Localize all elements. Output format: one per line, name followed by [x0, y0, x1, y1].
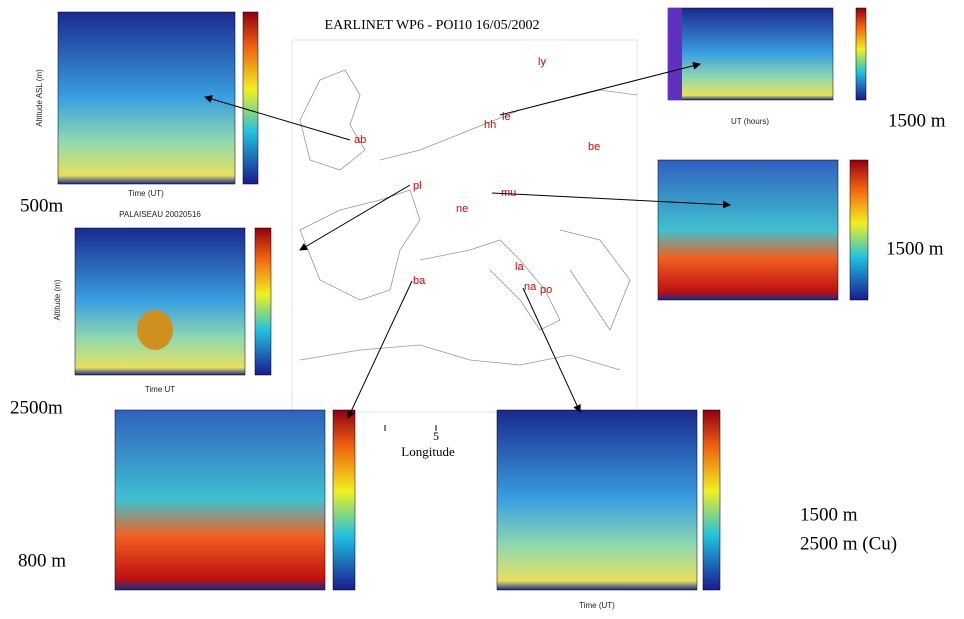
- station: be: [588, 141, 600, 153]
- station: ne: [456, 203, 468, 215]
- shape: [496, 409, 698, 591]
- altitude-label: 2500m: [10, 397, 63, 418]
- arrows: [204, 61, 731, 419]
- x-tick-label: 5: [433, 429, 439, 443]
- axis-label: Time UT: [145, 385, 175, 394]
- shape: [137, 310, 173, 350]
- arrow: [299, 184, 411, 251]
- map-title: EARLINET WP6 - POI10 16/05/2002: [325, 18, 540, 33]
- station: hh: [484, 119, 496, 131]
- shape: [299, 69, 366, 171]
- altitude-label: 1500 m: [886, 238, 944, 259]
- shape: [254, 227, 272, 376]
- station: ab: [354, 134, 366, 146]
- x-axis-label: Longitude: [401, 444, 455, 459]
- station: ba: [413, 275, 426, 287]
- station: le: [502, 111, 511, 123]
- arrow: [204, 95, 351, 141]
- shape: [332, 409, 356, 591]
- lidar-panels: [57, 7, 869, 591]
- axis-label: Time (UT): [579, 601, 615, 610]
- altitude-label: 1500 m: [800, 504, 858, 525]
- shape: [667, 7, 834, 101]
- altitude-label: 2500 m (Cu): [800, 533, 897, 554]
- shape: [242, 11, 259, 185]
- axis-label: UT (hours): [731, 117, 769, 126]
- arrow: [491, 192, 731, 209]
- arrow: [499, 61, 701, 116]
- shape: [668, 8, 682, 100]
- shape: [74, 227, 246, 376]
- station: pl: [413, 180, 422, 192]
- axis-label: Altitude (m): [53, 279, 62, 320]
- shape: [299, 189, 421, 301]
- shape: [299, 344, 621, 371]
- station: ly: [538, 56, 546, 68]
- shape: [419, 239, 561, 331]
- shape: [849, 159, 869, 301]
- altitude-label: 1500 m: [888, 110, 946, 131]
- station: la: [515, 261, 524, 273]
- axis-label: Time (UT): [128, 189, 164, 198]
- shape: [559, 229, 631, 331]
- shape: [291, 39, 638, 413]
- stations: ab hh le ly be pl mu ne ba la na po: [354, 56, 600, 296]
- shape: [855, 7, 867, 101]
- station: na: [524, 281, 537, 293]
- shape: [114, 409, 326, 591]
- shape: [702, 409, 721, 591]
- shape: [657, 159, 839, 301]
- station: mu: [501, 187, 516, 199]
- altitude-label: 800 m: [18, 550, 66, 571]
- panel-title: PALAISEAU 20020516: [119, 210, 201, 219]
- axis-label: Altitude ASL (m): [35, 69, 44, 127]
- arrow: [522, 287, 581, 413]
- altitude-label: 500m: [20, 195, 64, 216]
- map: [291, 39, 638, 431]
- station: po: [540, 284, 552, 296]
- arrow: [347, 280, 413, 419]
